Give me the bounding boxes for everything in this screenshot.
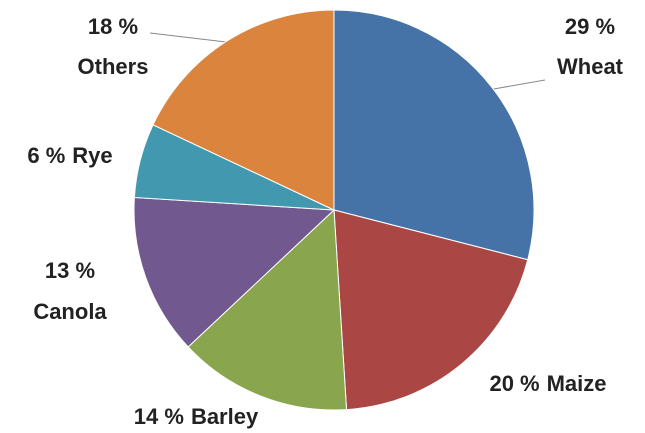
value-label: 14 % bbox=[134, 404, 184, 429]
pie-slice bbox=[333, 9, 535, 261]
slice-label: 14 % Barley bbox=[134, 404, 259, 429]
pie-slice bbox=[187, 208, 348, 411]
slice-label: 20 % Maize bbox=[489, 371, 606, 396]
value-label: 6 % bbox=[27, 143, 65, 168]
category-label: Barley bbox=[191, 404, 259, 429]
value-label: 29 % bbox=[565, 14, 615, 39]
category-label: Others bbox=[78, 54, 149, 79]
category-label: Rye bbox=[72, 143, 112, 168]
pie-slice bbox=[333, 209, 529, 411]
value-label: 20 % bbox=[489, 371, 539, 396]
category-label: Maize bbox=[547, 371, 607, 396]
leader-line bbox=[149, 32, 227, 43]
value-label: 18 % bbox=[88, 14, 138, 39]
slices bbox=[133, 9, 535, 411]
value-label: 13 % bbox=[45, 258, 95, 283]
pie-slice bbox=[133, 196, 336, 348]
category-label: Canola bbox=[33, 299, 107, 324]
pie-slice bbox=[152, 9, 335, 211]
slice-label: 6 % Rye bbox=[27, 143, 112, 168]
leader-line bbox=[487, 79, 546, 91]
category-label: Wheat bbox=[557, 54, 624, 79]
